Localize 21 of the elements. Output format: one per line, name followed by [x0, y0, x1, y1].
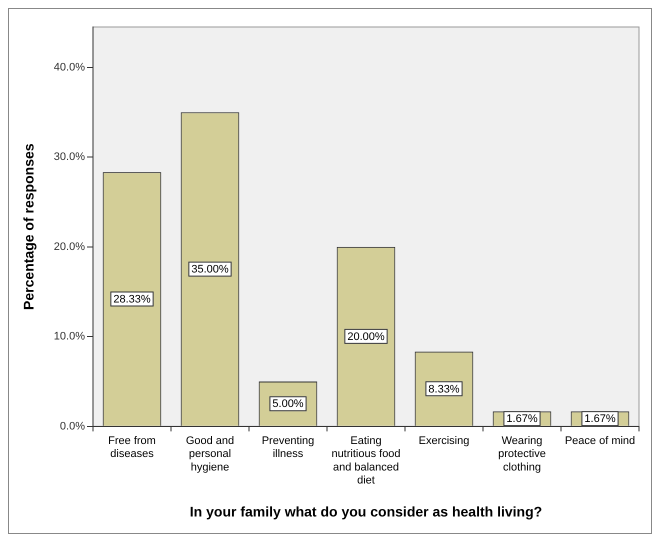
x-tick-label: Exercising — [418, 435, 470, 448]
x-tick-label: Preventing illness — [262, 435, 314, 460]
y-tick-label: 40.0% — [54, 61, 86, 74]
data-label: 8.33% — [428, 383, 460, 396]
x-tick-label: Good and personal hygiene — [186, 435, 234, 474]
y-tick-label: 20.0% — [54, 240, 86, 253]
x-tick-label: Wearing protective clothing — [498, 435, 546, 474]
y-axis-title: Percentage of responses — [20, 143, 36, 310]
y-tick-label: 30.0% — [54, 151, 86, 164]
x-tick-label: Free from diseases — [108, 435, 156, 460]
x-tick-label: Eating nutritious food and balanced diet — [331, 435, 401, 487]
data-label: 5.00% — [272, 398, 304, 410]
y-tick-label: 10.0% — [54, 330, 86, 343]
x-axis-title: In your family what do you consider as health living? — [190, 503, 542, 520]
data-label: 28.33% — [113, 294, 151, 306]
x-tick-label: Peace of mind — [564, 435, 636, 448]
data-label: 1.67% — [584, 413, 616, 426]
y-tick-label: 0.0% — [60, 420, 86, 432]
data-label: 20.00% — [347, 330, 385, 343]
data-label: 35.00% — [191, 264, 229, 276]
data-label: 1.67% — [506, 413, 538, 426]
